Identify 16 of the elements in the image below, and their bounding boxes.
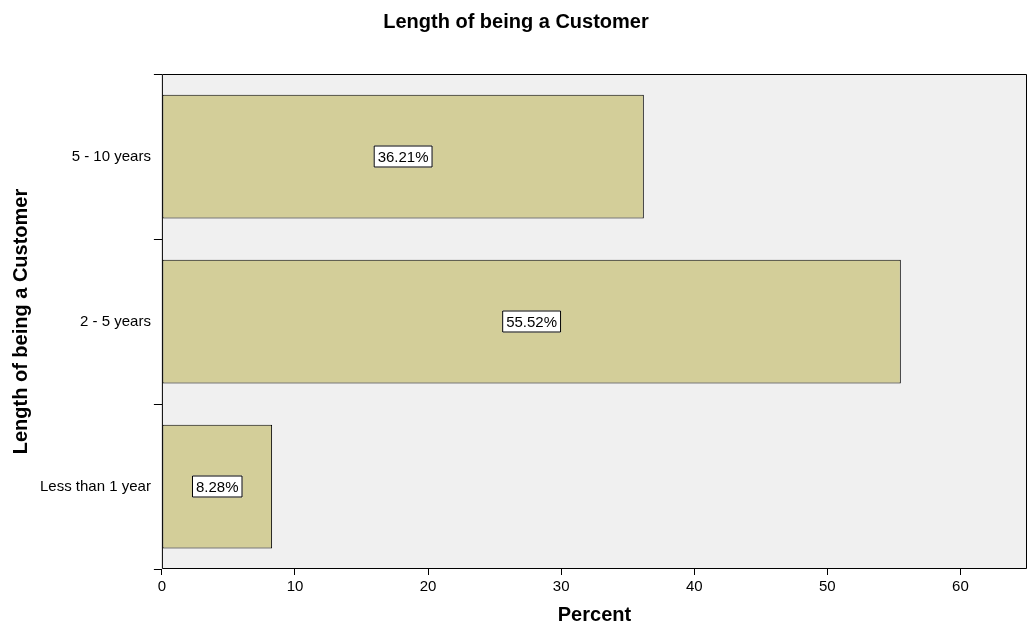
- data-label: 55.52%: [506, 312, 558, 330]
- y-tick-label: 5 - 10 years: [71, 146, 151, 164]
- x-tick-label: 20: [419, 577, 437, 595]
- x-axis-title: Percent: [557, 602, 632, 625]
- x-tick-label: 0: [157, 577, 167, 595]
- y-tick-label: 2 - 5 years: [80, 311, 151, 329]
- x-tick-label: 10: [286, 577, 304, 595]
- x-tick-label: 60: [952, 577, 969, 595]
- y-tick-label: Less than 1 year: [40, 476, 151, 494]
- x-tick-label: 30: [552, 577, 570, 595]
- y-axis-title: Length of being a Customer: [8, 188, 31, 455]
- data-label: 8.28%: [195, 477, 239, 495]
- x-tick-label: 50: [819, 577, 836, 595]
- data-label: 36.21%: [377, 147, 429, 165]
- chart-title: Length of being a Customer: [383, 9, 649, 32]
- x-tick-label: 40: [685, 577, 703, 595]
